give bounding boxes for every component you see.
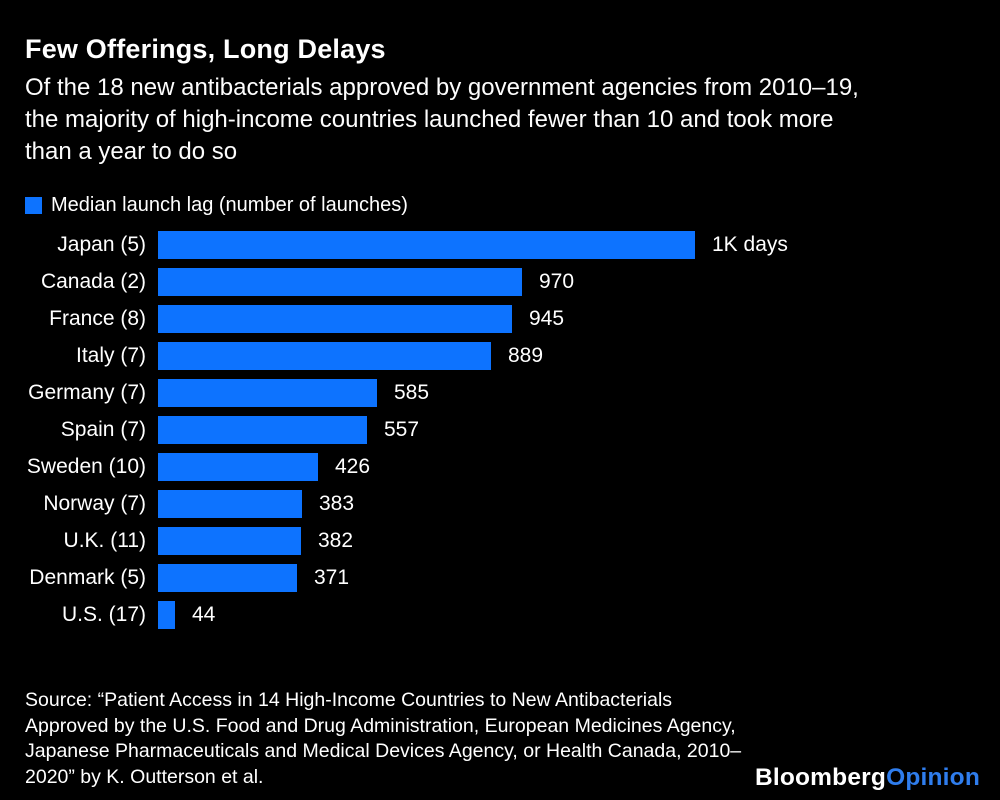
bar-row: Germany (7) 585 <box>25 379 975 407</box>
bar-row: Denmark (5) 371 <box>25 564 975 592</box>
legend-swatch-icon <box>25 196 42 214</box>
bar-row: France (8) 945 <box>25 305 975 333</box>
chart-title: Few Offerings, Long Delays <box>25 34 386 64</box>
bar <box>158 342 491 370</box>
bar <box>158 564 297 592</box>
bar-category-label: U.S. (17) <box>61 603 146 626</box>
bar <box>158 231 695 259</box>
bar-row: Sweden (10) 426 <box>25 453 975 481</box>
bar-category-label: U.K. (11) <box>63 529 146 552</box>
bar-value-label: 371 <box>314 566 350 589</box>
bar <box>158 268 522 296</box>
bar <box>158 490 302 518</box>
source-line-4: 2020” by K. Outterson et al. <box>25 765 264 788</box>
bar-row: U.K. (11) 382 <box>25 527 975 555</box>
bar-value-label: 383 <box>319 492 355 515</box>
bar-value-label: 945 <box>529 307 565 330</box>
logo-bloomberg-text: Bloomberg <box>754 764 887 791</box>
bar-row: Canada (2) 970 <box>25 268 975 296</box>
bar-value-label: 44 <box>192 603 216 626</box>
bar-row: Norway (7) 383 <box>25 490 975 518</box>
bar-value-label: 585 <box>394 381 430 404</box>
chart-legend: Median launch lag (number of launches) <box>25 193 975 216</box>
bar <box>158 453 318 481</box>
bar-category-label: Canada (2) <box>40 270 146 293</box>
source-line-3: Japanese Pharmaceuticals and Medical Dev… <box>25 740 742 762</box>
bar-value-label: 557 <box>384 418 420 441</box>
bar <box>158 379 377 407</box>
subtitle-line-2: the majority of high-income countries la… <box>25 106 834 133</box>
bar-category-label: Germany (7) <box>28 381 146 404</box>
bar-category-label: Sweden (10) <box>26 455 146 478</box>
bar <box>158 601 175 629</box>
bloomberg-opinion-logo: BloombergOpinion <box>755 764 980 792</box>
bar-category-label: Spain (7) <box>60 418 146 441</box>
chart-subtitle: Of the 18 new antibacterials approved by… <box>25 72 975 168</box>
bar-value-label: 889 <box>508 344 544 367</box>
bar-row: Japan (5) 1K days <box>25 231 975 259</box>
source-note: Source: “Patient Access in 14 High-Incom… <box>25 688 745 790</box>
bar-value-label: 970 <box>539 270 575 293</box>
bar-chart: Japan (5) 1K days Canada (2) 970 France … <box>25 231 975 629</box>
bar <box>158 416 367 444</box>
bar-row: U.S. (17) 44 <box>25 601 975 629</box>
bar-value-label: 382 <box>318 529 354 552</box>
source-line-2: Approved by the U.S. Food and Drug Admin… <box>25 714 736 737</box>
bar-row: Italy (7) 889 <box>25 342 975 370</box>
logo-opinion-text: Opinion <box>886 764 980 791</box>
legend-label: Median launch lag (number of launches) <box>51 193 408 216</box>
bar-category-label: Denmark (5) <box>29 566 146 589</box>
source-line-1: Source: “Patient Access in 14 High-Incom… <box>25 689 673 711</box>
bar <box>158 527 301 555</box>
bar-category-label: Japan (5) <box>57 233 146 256</box>
bar-category-label: Norway (7) <box>43 492 146 515</box>
bar-category-label: France (8) <box>49 307 146 330</box>
bar-value-label: 1K days <box>712 233 788 256</box>
bar-value-label: 426 <box>335 455 371 478</box>
bar-row: Spain (7) 557 <box>25 416 975 444</box>
subtitle-line-1: Of the 18 new antibacterials approved by… <box>25 74 859 101</box>
bar <box>158 305 512 333</box>
bar-category-label: Italy (7) <box>75 344 146 367</box>
subtitle-line-3: than a year to do so <box>25 138 238 165</box>
